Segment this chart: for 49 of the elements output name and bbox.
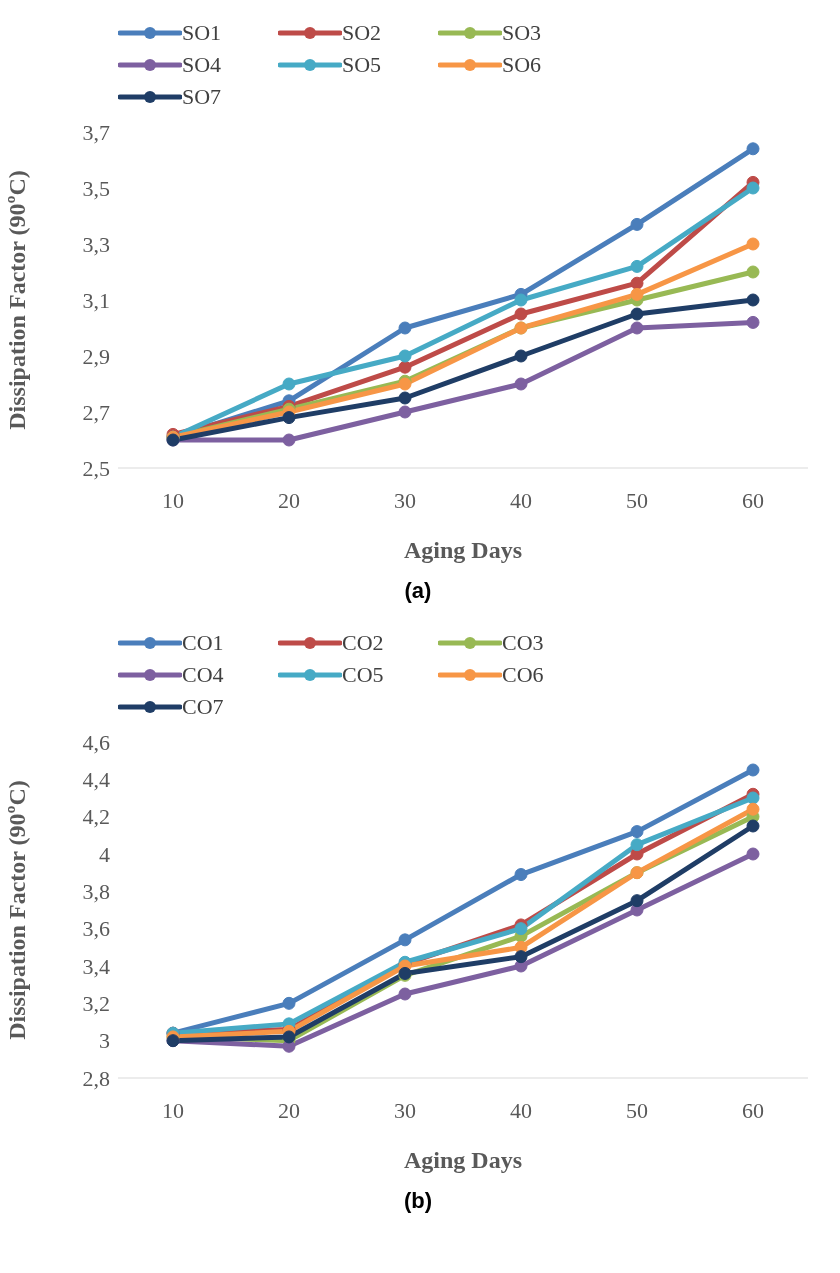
x-tick-label: 40 <box>510 487 532 513</box>
legend-label: CO5 <box>342 662 384 688</box>
y-tick-label: 3,3 <box>82 231 110 257</box>
legend-label: SO3 <box>502 20 542 46</box>
legend-label: CO3 <box>502 630 544 656</box>
legend-label: CO2 <box>342 630 384 656</box>
y-tick-label: 3,6 <box>82 916 110 942</box>
legend-label: SO7 <box>182 84 222 110</box>
legend-label: CO6 <box>502 662 544 688</box>
x-tick-label: 30 <box>394 1097 416 1123</box>
y-tick-label: 3,5 <box>82 175 110 201</box>
y-tick-label: 2,8 <box>82 1065 110 1091</box>
y-axis-title: Dissipation Factor (90ºC) <box>3 170 30 430</box>
legend-label: CO4 <box>182 662 224 688</box>
y-tick-label: 2,7 <box>82 399 110 425</box>
legend-label: SO6 <box>502 52 542 78</box>
x-tick-label: 10 <box>162 487 184 513</box>
x-tick-label: 10 <box>162 1097 184 1123</box>
y-tick-label: 3,4 <box>82 953 110 979</box>
y-tick-label: 4,4 <box>82 767 110 793</box>
x-axis-title: Aging Days <box>403 1147 523 1173</box>
x-tick-label: 60 <box>742 1097 764 1123</box>
x-tick-label: 60 <box>742 487 764 513</box>
x-tick-label: 50 <box>626 1097 648 1123</box>
legend-label: SO5 <box>342 52 382 78</box>
y-tick-label: 4,2 <box>82 804 110 830</box>
y-tick-label: 3,1 <box>82 287 110 313</box>
x-axis-title: Aging Days <box>403 537 523 563</box>
y-tick-label: 4 <box>99 841 110 867</box>
text: (b) <box>402 1188 434 1215</box>
y-tick-label: 4,6 <box>82 729 110 755</box>
x-tick-label: 40 <box>510 1097 532 1123</box>
legend-label: SO2 <box>342 20 382 46</box>
y-tick-label: 3,8 <box>82 879 110 905</box>
x-tick-label: 50 <box>626 487 648 513</box>
text: (a) <box>403 578 433 605</box>
y-tick-label: 2,9 <box>82 343 110 369</box>
y-tick-label: 3,7 <box>82 119 110 145</box>
x-tick-label: 20 <box>278 487 300 513</box>
legend-label: SO4 <box>182 52 222 78</box>
legend-label: CO7 <box>182 694 224 720</box>
x-tick-label: 30 <box>394 487 416 513</box>
y-axis-title: Dissipation Factor (90ºC) <box>3 780 30 1040</box>
x-tick-label: 20 <box>278 1097 300 1123</box>
y-tick-label: 3,2 <box>82 991 110 1017</box>
legend-label: CO1 <box>182 630 224 656</box>
y-tick-label: 2,5 <box>82 455 110 481</box>
y-tick-label: 3 <box>99 1028 110 1054</box>
legend-label: SO1 <box>182 20 222 46</box>
